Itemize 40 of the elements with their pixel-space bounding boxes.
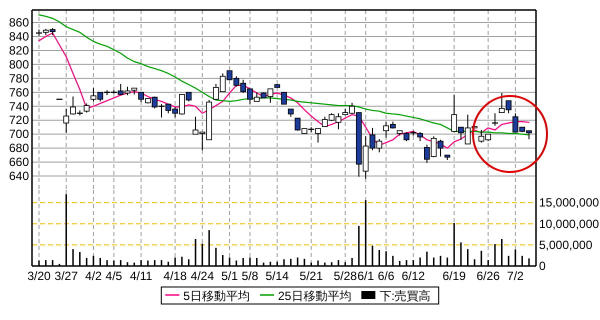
x-tick-label: 6/26: [476, 269, 500, 283]
x-tick-label: 5/14: [266, 269, 290, 283]
y-tick-label: 860: [8, 16, 30, 30]
candlestick: [63, 108, 70, 134]
y-tick-label: 700: [8, 127, 30, 142]
y-tick-label: 740: [8, 99, 30, 114]
x-tick-label: 5/28: [334, 269, 358, 283]
x-tick-label: 6/6: [378, 269, 395, 283]
x-tick-label: 5/1: [221, 269, 238, 283]
x-tick-label: 4/5: [106, 269, 123, 283]
legend-label: 下:売買高: [379, 289, 431, 303]
y-tick-label: 780: [8, 71, 30, 86]
legend-label: 25日移動平均: [278, 289, 352, 303]
y-tick-label: 15,000,000: [539, 196, 600, 210]
candlestick: [281, 92, 287, 105]
y-tick-label: 10,000,000: [539, 216, 600, 231]
x-tick-label: 6/1: [357, 269, 374, 283]
y-tick-label: 0: [539, 259, 546, 273]
y-tick-label: 760: [8, 85, 30, 100]
candlestick: [84, 102, 90, 114]
x-tick-label: 4/11: [130, 269, 153, 283]
x-tick-label: 4/18: [163, 269, 188, 283]
y-tick-label: 660: [8, 155, 30, 170]
x-tick-label: 6/12: [402, 269, 426, 283]
y-tick-label: 720: [8, 113, 30, 128]
y-tick-label: 800: [8, 57, 30, 72]
x-tick-label: 4/24: [190, 269, 214, 283]
x-tick-label: 6/19: [442, 269, 466, 283]
y-tick-label: 640: [8, 169, 30, 184]
x-tick-label: 5/8: [242, 269, 259, 283]
y-tick-label: 680: [8, 141, 30, 156]
x-tick-label: 4/2: [85, 269, 102, 283]
x-tick-label: 7/2: [507, 269, 524, 283]
x-tick-label: 3/20: [27, 269, 51, 283]
y-tick-label: 840: [8, 30, 30, 44]
legend-label: 5日移動平均: [183, 289, 250, 303]
y-tick-label: 5,000,000: [539, 238, 593, 252]
x-tick-label: 3/27: [54, 269, 78, 283]
y-tick-label: 820: [8, 43, 30, 58]
x-tick-label: 5/21: [300, 269, 324, 283]
